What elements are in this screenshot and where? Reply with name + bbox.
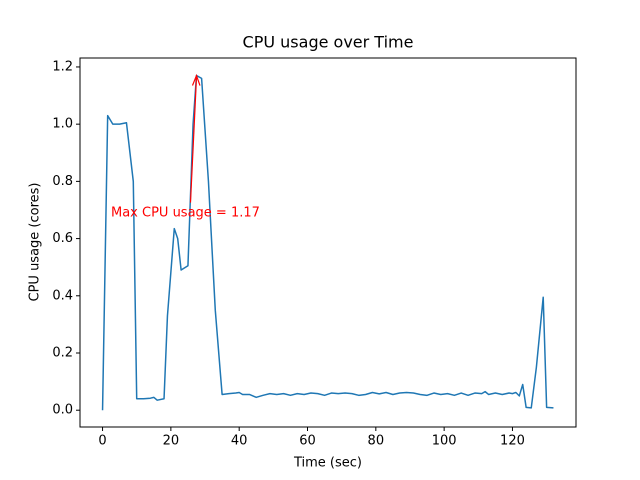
y-tick-label: 0.8 — [52, 174, 73, 189]
chart-title: CPU usage over Time — [243, 33, 414, 52]
y-tick-label: 0.2 — [52, 345, 73, 360]
x-axis-label: Time (sec) — [293, 456, 362, 471]
y-tick-label: 0.6 — [52, 231, 73, 246]
x-tick-label: 60 — [299, 434, 316, 449]
x-tick-label: 100 — [432, 434, 457, 449]
x-tick-label: 80 — [368, 434, 385, 449]
plot-frame — [79, 57, 577, 428]
data-line — [101, 74, 554, 411]
y-tick-label: 0.4 — [52, 288, 73, 303]
x-tick-label: 40 — [231, 434, 248, 449]
y-tick-label: 1.0 — [52, 117, 73, 132]
annotation-arrowhead — [191, 73, 201, 86]
x-tick-label: 120 — [500, 434, 525, 449]
y-tick-label: 1.2 — [52, 59, 73, 74]
annotation-text: Max CPU usage = 1.17 — [111, 206, 260, 221]
annotation-arrow — [189, 77, 198, 203]
y-axis-label: CPU usage (cores) — [28, 183, 43, 302]
y-tick-label: 0.0 — [52, 403, 73, 418]
x-tick-label: 0 — [98, 434, 106, 449]
x-tick-label: 20 — [163, 434, 180, 449]
